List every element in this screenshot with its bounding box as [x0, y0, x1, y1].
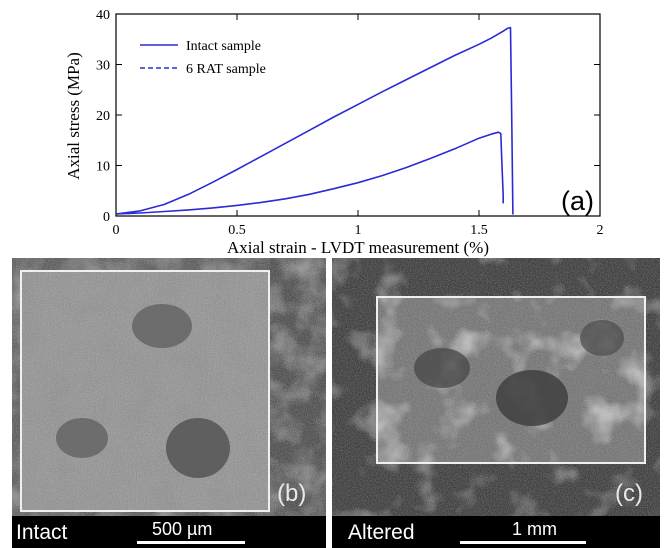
sem-texture-altered — [332, 258, 660, 548]
chart-panel-label: (a) — [561, 186, 594, 216]
y-tick-label: 30 — [96, 59, 110, 74]
y-axis-label: Axial stress (MPa) — [64, 52, 83, 179]
x-tick-label: 1 — [355, 223, 362, 238]
panel-label-c: (c) — [615, 480, 643, 507]
sem-panel-intact: (b) Intact 500 µm — [12, 258, 326, 548]
y-tick-label: 0 — [103, 210, 110, 225]
scale-bar-altered — [460, 541, 586, 544]
y-tick-label: 40 — [96, 8, 110, 23]
x-tick-label: 2 — [597, 223, 604, 238]
scale-label-intact: 500 µm — [152, 519, 213, 539]
inset-frame-intact — [20, 270, 270, 512]
x-axis-label: Axial strain - LVDT measurement (%) — [227, 238, 489, 257]
series-line-6rat — [115, 131, 505, 215]
caption-altered: Altered — [348, 521, 415, 544]
sem-texture-intact — [12, 258, 326, 548]
y-tick-label: 20 — [96, 109, 110, 124]
caption-intact: Intact — [16, 521, 68, 544]
axis-ticks — [115, 13, 601, 217]
y-tick-label: 10 — [96, 160, 110, 175]
caption-bar-intact: Intact 500 µm — [12, 516, 326, 548]
x-tick-label: 1.5 — [470, 223, 488, 238]
caption-bar-altered: Altered 1 mm — [332, 516, 660, 548]
inset-frame-altered — [376, 296, 646, 464]
sem-panel-altered: (c) Altered 1 mm — [332, 258, 660, 548]
scale-label-altered: 1 mm — [512, 519, 557, 539]
x-tick-label: 0 — [113, 223, 120, 238]
legend-label-intact: Intact sample — [186, 39, 261, 54]
x-tick-label: 0.5 — [228, 223, 246, 238]
panel-label-b: (b) — [277, 480, 307, 507]
series-lines — [115, 26, 514, 215]
scale-bar-intact — [137, 541, 245, 544]
legend-label-6rat: 6 RAT sample — [186, 62, 266, 77]
series-line-intact — [115, 26, 514, 215]
legend: Intact sample 6 RAT sample — [140, 39, 266, 77]
